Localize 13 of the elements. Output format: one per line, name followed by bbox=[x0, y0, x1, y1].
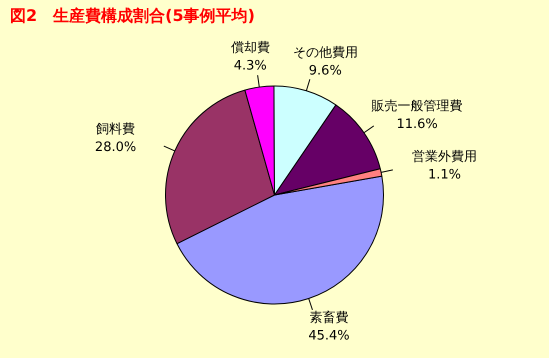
slice-label: 販売一般管理費 bbox=[372, 98, 463, 114]
slice-label: 営業外費用 bbox=[412, 150, 477, 165]
data-label: 11.6% bbox=[396, 116, 438, 132]
slice-label: その他費用 bbox=[292, 45, 358, 60]
data-label: 28.0% bbox=[94, 140, 136, 156]
chart-title: 図2 生産費構成割合(5事例平均) bbox=[9, 5, 256, 27]
data-label: 1.1% bbox=[428, 168, 461, 183]
slice-label: 飼料費 bbox=[96, 122, 136, 138]
slice-label: 償却費 bbox=[230, 40, 270, 56]
data-label: 9.6% bbox=[308, 63, 342, 78]
slice-label: 素畜費 bbox=[310, 309, 348, 326]
data-label: 4.3% bbox=[234, 58, 267, 74]
data-label: 45.4% bbox=[308, 328, 350, 344]
